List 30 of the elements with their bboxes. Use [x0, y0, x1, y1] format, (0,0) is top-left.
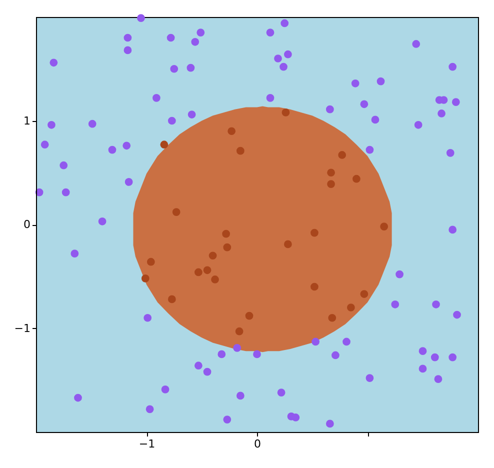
point — [236, 146, 244, 155]
point — [245, 312, 254, 320]
point — [160, 140, 168, 149]
point — [310, 282, 318, 291]
y-tick-label: −1 — [14, 322, 30, 335]
point — [284, 240, 292, 248]
point — [328, 314, 336, 322]
point — [327, 180, 335, 188]
point — [235, 327, 244, 336]
point — [172, 208, 180, 216]
point — [168, 295, 176, 304]
y-tick-label: 1 — [24, 114, 30, 128]
point — [223, 243, 232, 252]
point — [211, 276, 219, 284]
point — [338, 151, 346, 159]
point — [352, 174, 360, 183]
point — [203, 266, 212, 274]
point — [360, 290, 368, 298]
point — [146, 258, 155, 266]
point — [222, 230, 230, 238]
y-tick-label: 0 — [24, 218, 30, 231]
point — [228, 127, 236, 136]
point — [194, 268, 202, 276]
point — [208, 252, 217, 260]
point — [380, 222, 388, 231]
point — [282, 108, 290, 116]
point — [346, 304, 355, 312]
point — [141, 274, 150, 282]
point — [327, 168, 335, 177]
point — [310, 228, 318, 237]
